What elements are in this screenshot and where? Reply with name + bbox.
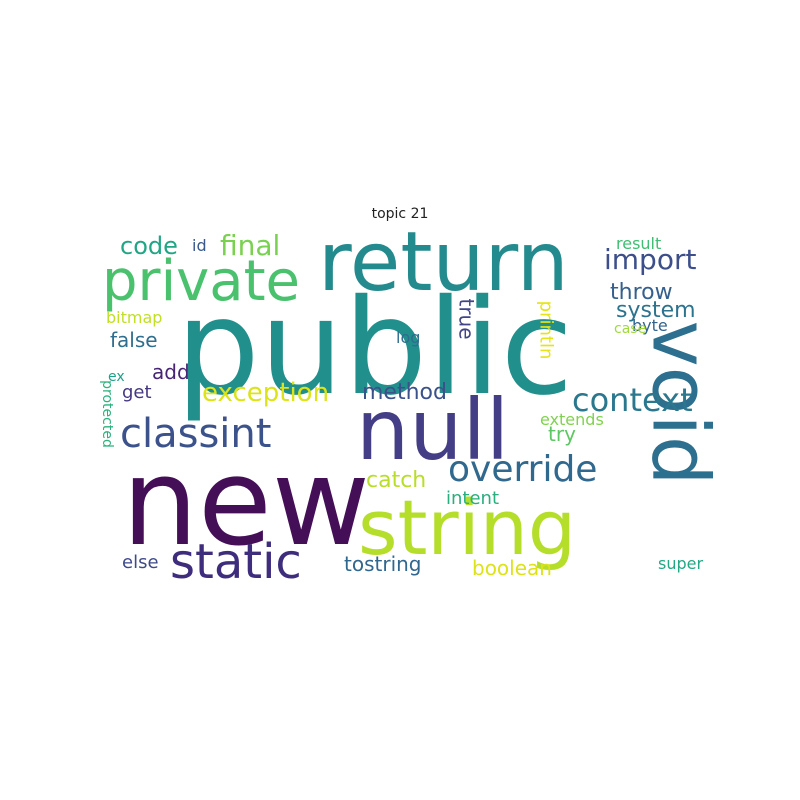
word-new: new: [122, 434, 371, 573]
word-bitmap: bitmap: [106, 308, 163, 327]
word-ex: ex: [108, 369, 125, 385]
word-case: case: [614, 321, 647, 337]
word-exception: exception: [202, 378, 330, 408]
figure-title: topic 21: [371, 206, 429, 222]
word-throw: throw: [610, 280, 673, 305]
word-method: method: [362, 380, 447, 405]
word-classint: classint: [120, 411, 272, 457]
word-catch: catch: [366, 468, 427, 493]
word-println: println: [534, 300, 556, 359]
word-tostring: tostring: [344, 552, 422, 576]
word-string: string: [358, 483, 577, 572]
word-false: false: [110, 328, 158, 352]
word-true: true: [454, 297, 479, 340]
word-extends: extends: [540, 410, 604, 429]
word-intent: intent: [446, 488, 500, 509]
word-override: override: [448, 449, 598, 490]
word-boolean: boolean: [472, 556, 552, 580]
word-return: return: [318, 215, 569, 310]
word-null: null: [356, 381, 510, 479]
word-super: super: [658, 554, 704, 573]
word-add: add: [152, 360, 190, 384]
word-final: final: [220, 229, 281, 262]
word-static: static: [170, 534, 302, 590]
word-get: get: [122, 382, 152, 403]
word-try: try: [548, 422, 576, 446]
word-else: else: [122, 552, 159, 573]
word-id: id: [192, 236, 207, 255]
word-log: log: [396, 328, 421, 347]
word-result: result: [616, 234, 662, 253]
word-context: context: [572, 381, 693, 419]
word-import: import: [604, 243, 697, 276]
word-public: public: [176, 271, 574, 425]
word-code: code: [120, 232, 178, 260]
word-private: private: [102, 249, 300, 314]
word-protected: protected: [98, 380, 115, 448]
word-system: system: [616, 298, 696, 323]
word-byte: byte: [632, 316, 668, 335]
